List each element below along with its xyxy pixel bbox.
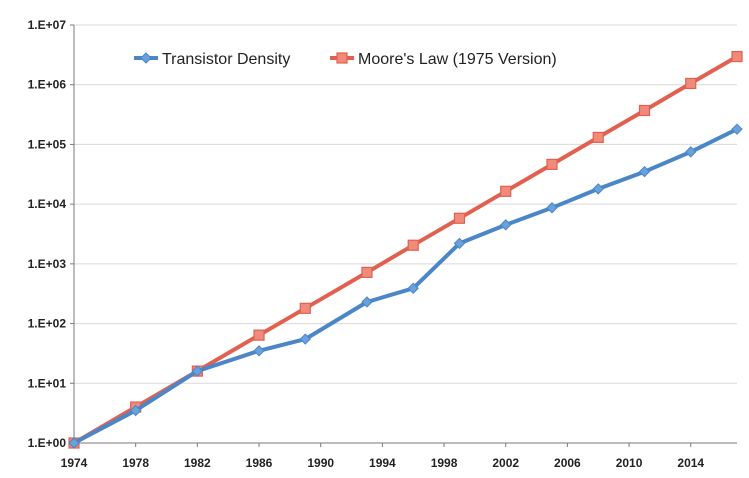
data-point-diamond: [731, 123, 743, 135]
series-line: [72, 127, 739, 445]
data-point-square: [685, 77, 697, 90]
series: [68, 50, 743, 449]
x-tick-label: 2014: [677, 456, 704, 470]
x-tick-label: 1998: [431, 456, 458, 470]
y-tick-label: 1.E+02: [28, 317, 67, 331]
y-tick-label: 1.E+07: [28, 18, 67, 32]
x-tick-label: 2002: [492, 456, 519, 470]
data-point-diamond: [68, 437, 80, 449]
data-point-square: [592, 131, 604, 144]
y-tick-label: 1.E+04: [28, 197, 67, 211]
x-tick-label: 1986: [246, 456, 273, 470]
x-tick-label: 1978: [122, 456, 149, 470]
y-tick-label: 1.E+05: [28, 137, 67, 151]
data-point-square: [731, 50, 743, 63]
legend-marker-diamond: [140, 52, 152, 64]
data-point-square: [546, 158, 558, 170]
gridlines: [74, 24, 737, 384]
legend: Transistor Density Moore's Law (1975 Vers…: [134, 51, 557, 68]
data-point-square: [638, 104, 651, 117]
legend-label: Transistor Density: [162, 51, 290, 68]
series-transistor-density: [68, 123, 743, 449]
y-tick-label: 1.E+01: [28, 376, 67, 390]
data-point-square: [253, 329, 265, 341]
x-tick-label: 1990: [307, 456, 334, 470]
x-tick-label: 1982: [184, 456, 211, 470]
data-point-diamond: [500, 219, 512, 231]
series-line: [72, 54, 739, 445]
x-tick-label: 2010: [616, 456, 643, 470]
legend-label: Moore's Law (1975 Version): [358, 51, 557, 68]
data-point-diamond: [407, 282, 419, 294]
data-point-diamond: [191, 365, 204, 377]
y-tick-label: 1.E+06: [28, 78, 67, 92]
data-point-diamond: [129, 404, 142, 417]
axes: 1.E+00 1.E+01 1.E+02 1.E+03 1.E+04 1.E+05 1.E+…: [28, 18, 737, 470]
data-point-diamond: [546, 202, 558, 214]
data-point-square: [407, 239, 419, 251]
data-point-diamond: [592, 183, 604, 195]
x-tick-label: 2006: [554, 456, 581, 470]
data-point-square: [453, 212, 466, 224]
data-point-diamond: [253, 345, 265, 357]
data-point-diamond: [361, 296, 373, 308]
data-point-diamond: [685, 146, 697, 158]
data-point-square: [299, 302, 311, 314]
data-point-square: [361, 266, 373, 278]
data-point-diamond: [638, 165, 651, 178]
data-point-square: [500, 185, 512, 197]
y-tick-label: 1.E+03: [28, 257, 67, 271]
y-tick-label: 1.E+00: [28, 436, 67, 450]
legend-marker-square: [336, 52, 348, 64]
data-point-diamond: [453, 237, 466, 250]
x-tick-label: 1994: [369, 456, 396, 470]
x-tick-label: 1974: [61, 456, 88, 470]
data-point-diamond: [299, 333, 311, 345]
